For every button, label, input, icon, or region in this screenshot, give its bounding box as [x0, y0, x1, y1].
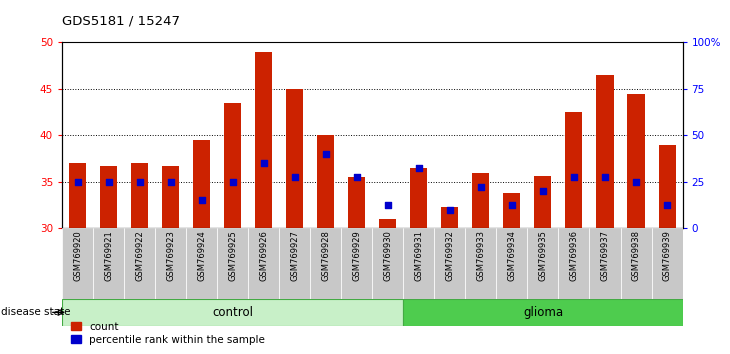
Point [103, 179, 115, 185]
Bar [162, 166, 179, 228]
Bar [410, 168, 427, 228]
Point [227, 179, 239, 185]
Point [413, 165, 425, 171]
Bar [224, 103, 241, 228]
Text: GDS5181 / 15247: GDS5181 / 15247 [62, 14, 180, 27]
Bar [342, 228, 372, 299]
Text: glioma: glioma [523, 306, 563, 319]
Bar [504, 193, 520, 228]
Point [72, 179, 83, 185]
Text: GSM769920: GSM769920 [73, 230, 82, 281]
Point [537, 188, 549, 194]
Bar [652, 228, 683, 299]
Bar [558, 228, 590, 299]
Point [506, 202, 518, 208]
Bar [69, 163, 86, 228]
Bar [310, 228, 342, 299]
Point [258, 160, 269, 166]
Text: GSM769929: GSM769929 [353, 230, 361, 281]
Point [196, 198, 207, 203]
Bar [404, 228, 434, 299]
Text: GSM769925: GSM769925 [228, 230, 237, 281]
Bar [534, 176, 551, 228]
Point [382, 202, 393, 208]
Point [568, 175, 580, 180]
Text: GSM769933: GSM769933 [477, 230, 485, 281]
Bar [248, 228, 279, 299]
Text: disease state: disease state [1, 307, 70, 318]
Bar [93, 228, 124, 299]
Bar [596, 75, 613, 228]
Point [351, 175, 363, 180]
Point [475, 184, 487, 189]
Bar [124, 228, 155, 299]
Text: control: control [212, 306, 253, 319]
Text: GSM769934: GSM769934 [507, 230, 516, 281]
Text: GSM769938: GSM769938 [631, 230, 640, 281]
Bar [155, 228, 186, 299]
Bar [286, 89, 303, 228]
Bar [279, 228, 310, 299]
Bar [496, 228, 528, 299]
Bar [218, 228, 248, 299]
Point [289, 175, 301, 180]
Text: GSM769935: GSM769935 [539, 230, 548, 281]
Bar [472, 172, 489, 228]
Legend: count, percentile rank within the sample: count, percentile rank within the sample [67, 317, 269, 349]
Bar [620, 228, 652, 299]
Bar [372, 228, 404, 299]
Bar [434, 228, 466, 299]
Text: GSM769921: GSM769921 [104, 230, 113, 281]
Point [320, 151, 331, 157]
Text: GSM769927: GSM769927 [291, 230, 299, 281]
Bar [466, 228, 496, 299]
Bar [193, 140, 210, 228]
Bar [380, 219, 396, 228]
Bar [528, 228, 558, 299]
Bar [658, 145, 675, 228]
Bar [348, 177, 365, 228]
Text: GSM769931: GSM769931 [415, 230, 423, 281]
Point [165, 179, 177, 185]
Text: GSM769926: GSM769926 [259, 230, 268, 281]
Text: GSM769939: GSM769939 [663, 230, 672, 281]
Bar [404, 299, 683, 326]
Bar [442, 207, 458, 228]
Point [134, 179, 145, 185]
Text: GSM769928: GSM769928 [321, 230, 330, 281]
Text: GSM769923: GSM769923 [166, 230, 175, 281]
Text: GSM769937: GSM769937 [601, 230, 610, 281]
Bar [62, 299, 404, 326]
Point [599, 175, 611, 180]
Bar [590, 228, 620, 299]
Bar [318, 135, 334, 228]
Bar [186, 228, 218, 299]
Text: GSM769932: GSM769932 [445, 230, 454, 281]
Bar [255, 52, 272, 228]
Text: GSM769930: GSM769930 [383, 230, 392, 281]
Bar [100, 166, 117, 228]
Bar [628, 93, 645, 228]
Text: GSM769936: GSM769936 [569, 230, 578, 281]
Point [444, 207, 456, 212]
Point [661, 202, 673, 208]
Point [630, 179, 642, 185]
Text: GSM769924: GSM769924 [197, 230, 206, 281]
Bar [566, 112, 583, 228]
Text: GSM769922: GSM769922 [135, 230, 144, 281]
Bar [62, 228, 93, 299]
Bar [131, 163, 148, 228]
